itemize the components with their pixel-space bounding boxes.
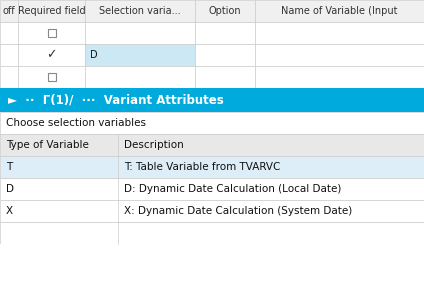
Bar [0, 178, 424, 200]
Text: T: Table Variable from TVARVC: T: Table Variable from TVARVC [124, 162, 280, 172]
Bar [195, 44, 255, 66]
Text: Option: Option [209, 6, 241, 16]
Text: Choose selection variables: Choose selection variables [6, 118, 146, 128]
Bar [0, 244, 424, 282]
Text: Type of Variable: Type of Variable [6, 140, 89, 150]
Bar [85, 66, 195, 88]
Bar [18, 66, 85, 88]
Text: Name of Variable (Input: Name of Variable (Input [281, 6, 398, 16]
Bar [255, 44, 424, 66]
Text: X: Dynamic Date Calculation (System Date): X: Dynamic Date Calculation (System Date… [124, 206, 352, 216]
Bar [18, 22, 85, 44]
Text: T: T [6, 162, 12, 172]
Bar [255, 66, 424, 88]
Bar [85, 0, 195, 22]
Bar [18, 44, 85, 66]
Text: ►  ··  Γ(1)/  ···  Variant Attributes: ► ·· Γ(1)/ ··· Variant Attributes [8, 94, 224, 107]
Bar [47, 29, 56, 37]
Text: X: X [6, 206, 13, 216]
Bar [18, 0, 85, 22]
Bar [0, 44, 18, 66]
Bar [195, 22, 255, 44]
Bar [0, 156, 424, 178]
Bar [195, 66, 255, 88]
Bar [195, 0, 255, 22]
Text: Description: Description [124, 140, 184, 150]
Bar [255, 0, 424, 22]
Text: D: D [6, 184, 14, 194]
Bar [255, 22, 424, 44]
Bar [0, 134, 424, 156]
Text: D: Dynamic Date Calculation (Local Date): D: Dynamic Date Calculation (Local Date) [124, 184, 341, 194]
Bar [85, 44, 195, 66]
Bar [85, 22, 195, 44]
Bar [0, 88, 424, 112]
Bar [0, 200, 424, 222]
Text: off: off [3, 6, 15, 16]
Bar [0, 0, 18, 22]
Bar [47, 73, 56, 81]
Text: D: D [90, 50, 98, 60]
Text: Selection varia...: Selection varia... [99, 6, 181, 16]
Bar [0, 22, 18, 44]
Bar [0, 222, 424, 244]
Bar [0, 66, 18, 88]
Text: ✓: ✓ [46, 49, 57, 61]
Bar [0, 112, 424, 134]
Text: Required field: Required field [18, 6, 85, 16]
